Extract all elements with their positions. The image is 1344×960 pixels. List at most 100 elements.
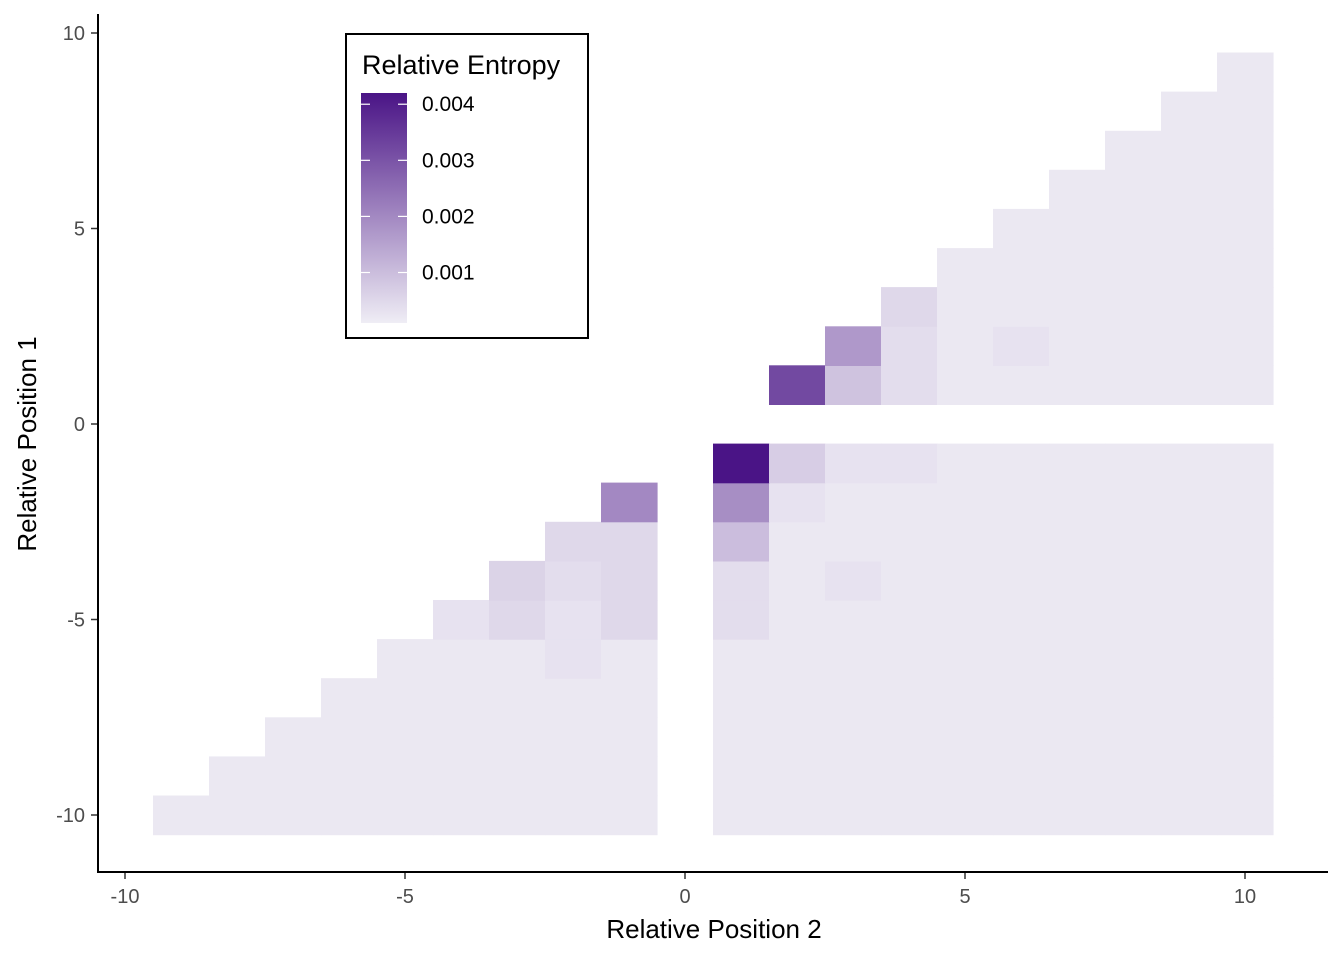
heatmap-cell xyxy=(153,795,210,836)
heatmap-cell xyxy=(769,678,826,718)
heatmap-cell xyxy=(1161,130,1218,171)
x-tick-label: -10 xyxy=(111,886,140,908)
heatmap-cell xyxy=(993,365,1050,405)
heatmap-cell xyxy=(1049,287,1106,327)
heatmap-cell xyxy=(1105,639,1162,679)
heatmap-cell xyxy=(1161,795,1218,836)
heatmap-cell xyxy=(713,639,770,679)
heatmap-cell xyxy=(1105,443,1162,484)
heatmap-cell xyxy=(881,756,938,797)
heatmap-cell xyxy=(713,678,770,718)
legend: Relative Entropy 0.004 0.003 0.002 0.001 xyxy=(345,33,589,339)
legend-label: 0.004 xyxy=(422,93,475,116)
x-tick-label: -5 xyxy=(396,886,414,908)
heatmap-cell xyxy=(937,600,994,640)
heatmap-cell xyxy=(1217,600,1274,640)
heatmap-cell xyxy=(937,717,994,757)
heatmap-cell xyxy=(321,678,378,718)
heatmap-cell xyxy=(545,795,602,836)
heatmap-cell xyxy=(321,795,378,836)
heatmap-cell xyxy=(1217,365,1274,405)
heatmap-cell xyxy=(1217,795,1274,836)
heatmap-cell xyxy=(825,482,882,523)
heatmap-cell xyxy=(1161,639,1218,679)
heatmap-cell xyxy=(1161,287,1218,327)
y-tick-label: -5 xyxy=(67,610,85,632)
legend-label: 0.003 xyxy=(422,149,475,172)
heatmap-cell xyxy=(937,521,994,562)
heatmap-cell xyxy=(769,756,826,797)
heatmap-cell xyxy=(937,365,994,405)
heatmap-cell xyxy=(1161,91,1218,132)
heatmap-cell xyxy=(545,521,602,562)
x-tick-label: 5 xyxy=(959,886,970,908)
heatmap-cell xyxy=(1217,326,1274,366)
heatmap-cell xyxy=(881,639,938,679)
heatmap-cell xyxy=(1161,678,1218,718)
heatmap-cell xyxy=(1217,208,1274,249)
heatmap-cell xyxy=(545,560,602,601)
heatmap-cell xyxy=(1105,717,1162,757)
heatmap-cell xyxy=(433,756,490,797)
heatmap-cell xyxy=(489,560,546,601)
heatmap-cell xyxy=(489,717,546,757)
heatmap-cell xyxy=(1049,208,1106,249)
heatmap-cell xyxy=(1161,365,1218,405)
heatmap-cell xyxy=(1049,169,1106,210)
heatmap-cell xyxy=(265,756,322,797)
heatmap-cell xyxy=(1161,600,1218,640)
heatmap-cell xyxy=(489,639,546,679)
heatmap-cell xyxy=(1217,482,1274,523)
heatmap-cell xyxy=(1105,756,1162,797)
heatmap-cell xyxy=(1217,756,1274,797)
heatmap-cell xyxy=(1161,756,1218,797)
heatmap-cell xyxy=(769,521,826,562)
legend-ticks: 0.004 0.003 0.002 0.001 xyxy=(361,93,475,285)
heatmap-cell xyxy=(1105,365,1162,405)
heatmap-cell xyxy=(545,756,602,797)
heatmap-cell xyxy=(545,600,602,640)
heatmap-cell xyxy=(993,795,1050,836)
heatmap-cell xyxy=(601,678,658,718)
heatmap-cell xyxy=(433,717,490,757)
heatmap-cell xyxy=(377,717,434,757)
y-tick-label: 5 xyxy=(74,219,85,241)
heatmap-cell xyxy=(825,639,882,679)
heatmap-cell xyxy=(1217,639,1274,679)
heatmap-cell xyxy=(377,639,434,679)
heatmap-cell xyxy=(881,795,938,836)
heatmap-cell xyxy=(377,795,434,836)
heatmap-cell xyxy=(881,678,938,718)
heatmap-cell xyxy=(993,600,1050,640)
heatmap-cell xyxy=(1105,678,1162,718)
heatmap-cell xyxy=(825,717,882,757)
heatmap-cell xyxy=(489,756,546,797)
heatmap-cell xyxy=(713,717,770,757)
heatmap-cell xyxy=(433,600,490,640)
heatmap-cell xyxy=(1217,169,1274,210)
heatmap-cell xyxy=(489,600,546,640)
heatmap-cell xyxy=(937,287,994,327)
heatmap-cell xyxy=(601,600,658,640)
heatmap-cell xyxy=(769,365,826,405)
heatmap-cell xyxy=(1217,91,1274,132)
legend-label: 0.001 xyxy=(422,262,475,285)
heatmap-cell xyxy=(1161,482,1218,523)
heatmap-cell xyxy=(545,717,602,757)
heatmap-cell xyxy=(601,639,658,679)
heatmap-cell xyxy=(1161,169,1218,210)
heatmap-cell xyxy=(1217,443,1274,484)
heatmap-cell xyxy=(993,560,1050,601)
heatmap-cell xyxy=(1049,326,1106,366)
x-axis-title: Relative Position 2 xyxy=(606,914,821,944)
heatmap-cell xyxy=(769,795,826,836)
heatmap-cell xyxy=(1161,326,1218,366)
y-ticks: -10 -5 0 5 10 xyxy=(56,23,97,827)
heatmap-cell xyxy=(881,326,938,366)
heatmap-cell xyxy=(937,326,994,366)
heatmap-cell xyxy=(1105,521,1162,562)
heatmap-cell xyxy=(1217,248,1274,288)
heatmap-cell xyxy=(601,482,658,523)
heatmap-cell xyxy=(937,756,994,797)
